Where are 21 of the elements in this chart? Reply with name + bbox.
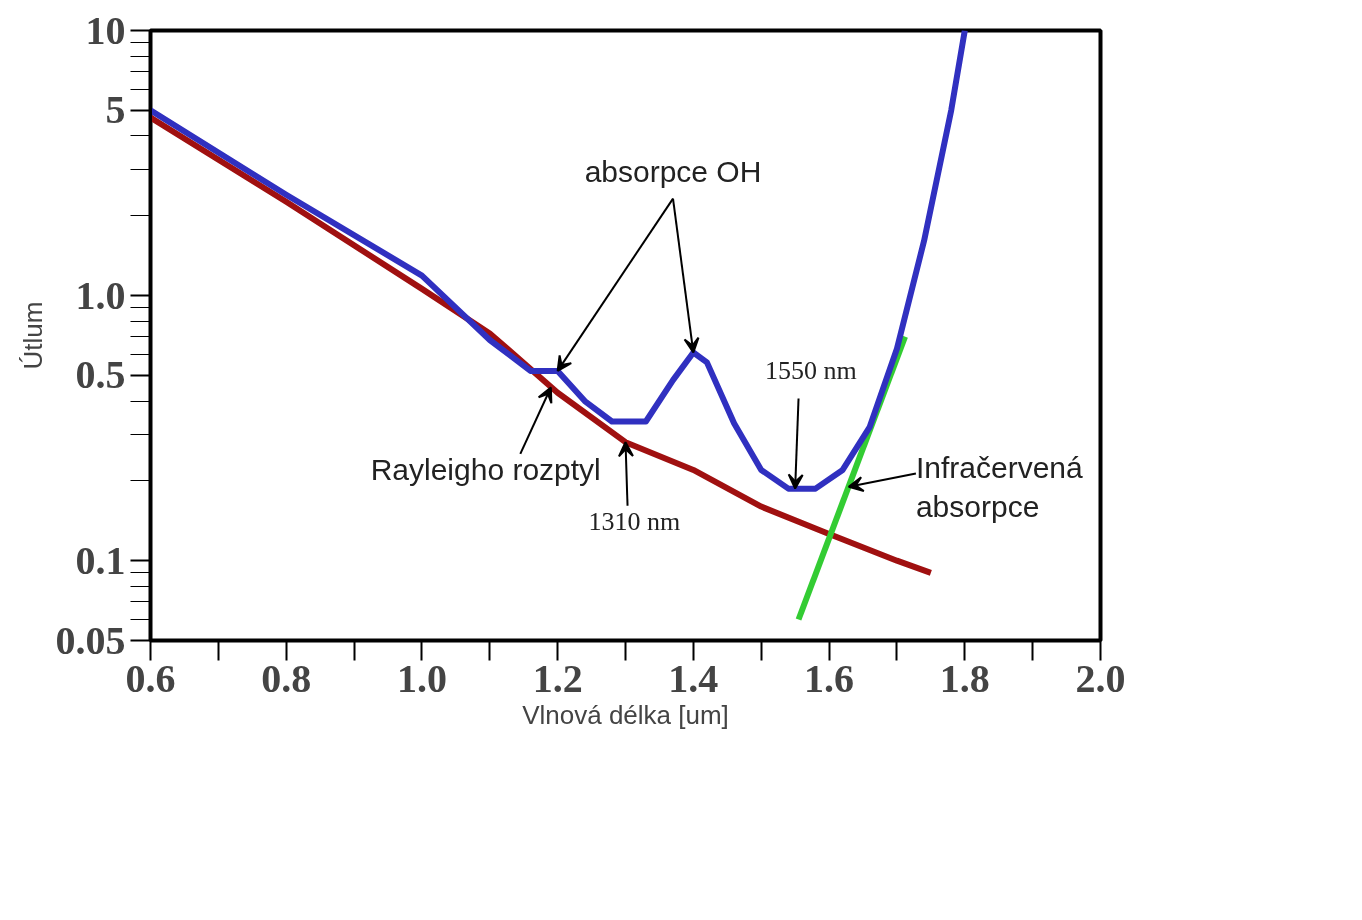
- x-tick-label: 1.4: [668, 655, 719, 701]
- x-tick-label: 0.6: [125, 655, 176, 701]
- annotation: 1550 nm: [764, 356, 857, 386]
- y-tick-label: 10: [85, 7, 126, 53]
- y-tick-label: 0.5: [75, 352, 126, 398]
- y-tick-label: 1.0: [75, 272, 126, 318]
- annotation: absorpce OH: [584, 154, 762, 188]
- x-tick-label: 2.0: [1075, 655, 1126, 701]
- x-tick-label: 1.0: [396, 655, 447, 701]
- y-tick-label: 5: [105, 87, 126, 133]
- y-tick-label: 0.05: [55, 617, 126, 663]
- x-tick-label: 1.2: [532, 655, 583, 701]
- annotation: Rayleigho rozptyl: [370, 453, 601, 487]
- x-tick-label: 0.8: [261, 655, 312, 701]
- y-axis-title: Útlum: [17, 301, 48, 370]
- x-axis-title: Vlnová délka [um]: [522, 699, 729, 730]
- annotation: Infračervená absorpce: [915, 450, 1083, 524]
- x-tick-label: 1.8: [939, 655, 990, 701]
- annotation: 1310 nm: [588, 507, 681, 537]
- y-tick-label: 0.1: [75, 537, 126, 583]
- x-tick-label: 1.6: [804, 655, 855, 701]
